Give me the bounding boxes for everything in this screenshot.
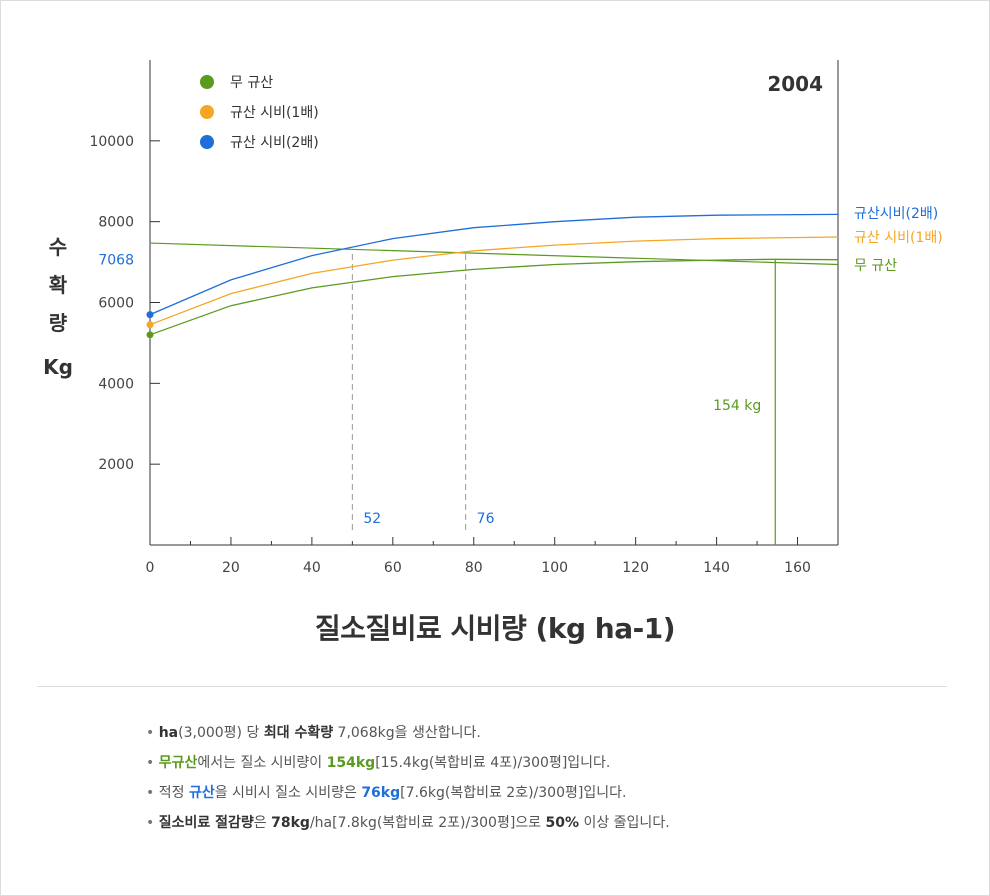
note-item: 적정 규산을 시비시 질소 시비량은 76kg[7.6kg(복합비료 2호)/3… [146, 782, 670, 812]
legend-label: 규산 시비(2배) [230, 135, 319, 151]
legend-marker [200, 135, 214, 149]
note-item: 무규산에서는 질소 시비량이 154kg[15.4kg(복합비료 4포)/300… [146, 752, 670, 782]
y-tick-label: 2000 [98, 457, 134, 473]
legend-label: 규산 시비(1배) [230, 105, 319, 121]
y-tick-label: 4000 [98, 376, 134, 392]
yield-chart: 0 20 40 60 80 100 120 140 160 2000 4000 6000 8000 100… [89, 60, 943, 576]
note-text: 7,068kg을 생산합니다. [333, 725, 481, 741]
x-tick-label: 20 [222, 560, 240, 576]
note-text: 최대 수확량 [263, 725, 334, 741]
y-axis-label-char: 수 [48, 235, 68, 259]
note-text: 50% [545, 815, 580, 831]
divider [37, 686, 947, 687]
legend-marker [200, 75, 214, 89]
x-tick-label: 60 [384, 560, 402, 576]
note-text: [15.4kg(복합비료 4포)/300평]입니다. [375, 755, 611, 771]
legend-marker [200, 105, 214, 119]
x-axis-title: 질소질비료 시비량 (kg ha-1) [314, 612, 676, 645]
note-text: 은 [253, 815, 272, 831]
note-text: 적정 [158, 785, 189, 801]
y-tick-label: 8000 [98, 215, 134, 231]
x-tick-label: 160 [784, 560, 811, 576]
series-end-label: 규산시비(2배) [854, 206, 938, 222]
x-tick-label: 120 [622, 560, 649, 576]
reference-line [149, 242, 839, 266]
y-marker-label: 7068 [98, 252, 134, 268]
series-end-label: 무 규산 [854, 258, 897, 274]
note-text: [7.6kg(복합비료 2호)/300평]입니다. [400, 785, 627, 801]
series-end-label: 규산 시비(1배) [854, 230, 943, 246]
x-tick-label: 140 [703, 560, 730, 576]
y-tick-label: 6000 [98, 296, 134, 312]
year-label: 2004 [767, 72, 823, 96]
y-axis-label-char: 량 [48, 311, 68, 335]
y-axis-label-char: 확 [48, 273, 68, 297]
y-axis-label: 수 확 량 Kg [38, 228, 78, 386]
note-text: 154kg [326, 755, 376, 771]
guide-label: 52 [363, 511, 381, 527]
note-text: 76kg [361, 785, 401, 801]
summary-notes: ha(3,000평) 당 최대 수확량 7,068kg을 생산합니다.무규산에서… [146, 722, 670, 842]
note-text: (3,000평) 당 [178, 725, 264, 741]
series-line [149, 236, 839, 326]
legend-label: 무 규산 [230, 75, 273, 91]
series-start-point [146, 321, 154, 329]
series-start-point [146, 311, 154, 319]
series-start-point [146, 331, 154, 339]
note-text: 규산 [188, 785, 215, 801]
note-item: 질소비료 절감량은 78kg/ha[7.8kg(복합비료 2포)/300평]으로… [146, 812, 670, 842]
x-tick-label: 40 [303, 560, 321, 576]
note-text: ha [158, 725, 179, 741]
note-text: 78kg [271, 815, 310, 831]
series-line [149, 213, 839, 316]
note-text: /ha[7.8kg(복합비료 2포)/300평]으로 [309, 815, 546, 831]
optimum-label: 154 kg [713, 398, 761, 414]
note-text: 질소비료 절감량 [158, 815, 254, 831]
x-tick-label: 80 [465, 560, 483, 576]
guide-label: 76 [477, 511, 495, 527]
y-tick-label: 10000 [89, 134, 134, 150]
note-text: 이상 줄입니다. [579, 815, 670, 831]
series-line [149, 258, 839, 336]
note-item: ha(3,000평) 당 최대 수확량 7,068kg을 생산합니다. [146, 722, 670, 752]
note-text: 무규산 [158, 755, 198, 771]
note-text: 을 시비시 질소 시비량은 [214, 785, 362, 801]
y-axis-unit: Kg [43, 355, 73, 379]
note-text: 에서는 질소 시비량이 [197, 755, 327, 771]
x-tick-label: 100 [541, 560, 568, 576]
x-tick-label: 0 [146, 560, 155, 576]
